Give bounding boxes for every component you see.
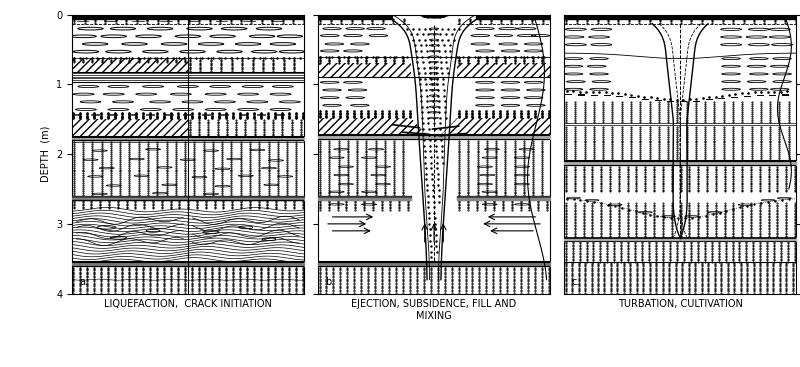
Bar — [128, 114, 136, 115]
Bar — [146, 114, 154, 115]
Bar — [566, 94, 572, 95]
Text: b.: b. — [325, 277, 334, 287]
Bar — [654, 100, 662, 101]
Bar — [220, 114, 229, 115]
Bar — [276, 114, 284, 115]
Bar — [667, 101, 674, 102]
Bar — [617, 96, 623, 97]
Bar — [744, 95, 751, 97]
Bar — [109, 114, 117, 115]
X-axis label: TURBATION, CULTIVATION: TURBATION, CULTIVATION — [618, 299, 742, 309]
Bar — [680, 101, 687, 102]
Bar — [693, 101, 700, 102]
Bar — [72, 58, 188, 72]
Bar — [165, 114, 173, 115]
X-axis label: LIQUEFACTION,  CRACK INITIATION: LIQUEFACTION, CRACK INITIATION — [104, 299, 272, 309]
Bar — [591, 95, 598, 96]
Bar — [731, 97, 738, 98]
Text: a.: a. — [79, 277, 88, 287]
Bar — [318, 63, 411, 77]
X-axis label: EJECTION, SUBSIDENCE, FILL AND
MIXING: EJECTION, SUBSIDENCE, FILL AND MIXING — [351, 299, 517, 321]
Bar — [770, 95, 776, 96]
Bar — [642, 99, 649, 100]
Bar — [604, 95, 610, 96]
Bar — [90, 114, 98, 115]
Bar — [706, 99, 713, 101]
Bar — [72, 119, 188, 137]
Bar — [258, 114, 266, 115]
Bar — [318, 118, 411, 135]
Bar — [782, 94, 789, 95]
Y-axis label: DEPTH  (m): DEPTH (m) — [41, 126, 50, 182]
Bar — [239, 114, 247, 115]
Bar — [72, 114, 80, 115]
Text: c.: c. — [571, 277, 579, 287]
Bar — [457, 118, 550, 135]
Bar — [629, 97, 636, 98]
Bar — [578, 94, 585, 95]
Bar — [183, 114, 191, 115]
Bar — [202, 114, 210, 115]
Bar — [457, 63, 550, 77]
Bar — [718, 98, 726, 99]
Bar — [757, 95, 763, 96]
